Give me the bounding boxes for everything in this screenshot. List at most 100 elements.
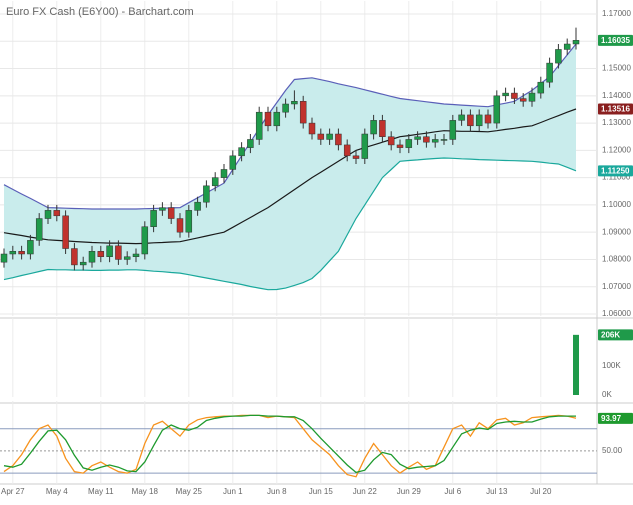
value-badge [598,329,633,341]
candle-body [27,240,34,255]
candle-body [387,136,395,146]
candle-body [475,114,483,127]
candle-body [361,133,369,159]
candle-body [79,261,87,266]
x-tick-label: Jun 8 [267,487,287,496]
candle-body [431,139,439,143]
value-badge-label: 1.11250 [601,166,630,175]
x-tick-label: Apr 27 [1,487,25,496]
candle-body [396,144,404,148]
x-tick-label: Jul 13 [486,487,508,496]
candle-body [18,251,25,255]
value-badge [598,165,633,177]
x-tick-label: May 18 [132,487,159,496]
band-upper [3,43,577,210]
candle-body [176,218,184,233]
candle-body [88,251,96,263]
value-badge-label: 1.16035 [601,36,630,45]
candle-body [546,62,553,83]
y-tick-label: 1.15000 [602,64,631,73]
candle-body [458,114,465,121]
candle-body [519,98,527,102]
y-tick-label: 1.06000 [602,309,631,318]
candle-body [317,133,325,140]
candle-body [132,253,140,257]
band-lower [3,157,577,291]
candle-body [449,120,457,140]
candle-body [229,155,237,170]
candle-body [423,136,430,143]
candle-body [493,95,501,124]
value-badge [598,103,633,115]
candle-body [238,147,245,157]
chart-title: Euro FX Cash (E6Y00) - Barchart.com [6,6,194,18]
y-tick-label: 1.17000 [602,9,631,18]
candle-body [247,139,254,148]
candle-body [71,248,78,266]
candle-body [440,139,448,141]
x-tick-label: Jul 6 [444,487,461,496]
candle-body [264,111,272,127]
candle-body [9,251,17,255]
y-tick-label: 1.10000 [602,200,631,209]
candle-body [255,111,263,140]
candle-body [291,101,298,105]
candle-body [115,245,122,260]
x-tick-label: Jun 29 [397,487,422,496]
candle-body [563,43,571,50]
y-tick-label: 100K [602,361,621,370]
candle-body [97,251,105,257]
y-tick-label: 1.11000 [602,173,631,182]
candle-body [141,226,149,255]
candle-body [484,114,492,124]
candle-body [537,81,545,94]
candle-body [0,253,8,263]
candle-body [467,114,474,127]
y-tick-label: 1.13000 [602,118,631,127]
candle-body [123,256,131,260]
candle-body [405,139,413,148]
candle-body [273,111,281,127]
candle-body [414,136,421,140]
y-tick-label: 1.08000 [602,255,631,264]
candle-body [335,133,342,146]
candle-body [44,210,52,219]
value-badge-label: 206K [601,330,620,339]
candle-body [106,245,113,257]
candle-body [343,144,351,157]
value-badge-label: 93.97 [601,414,622,423]
x-tick-label: Jun 22 [353,487,378,496]
candle-body [502,92,509,97]
candle-body [282,103,289,113]
candle-body [150,210,157,227]
candle-body [572,40,580,45]
value-badge [598,34,633,46]
candle-body [511,92,518,99]
x-tick-label: May 11 [88,487,114,496]
y-tick-label: 1.09000 [602,227,631,236]
x-tick-label: Jun 15 [309,487,334,496]
volume-bar [573,334,579,395]
candle-body [35,218,43,241]
candle-body [194,201,201,211]
candle-body [352,155,360,159]
candle-body [203,185,210,203]
candle-body [299,101,307,124]
value-badge [598,412,633,424]
x-tick-label: May 25 [176,487,203,496]
candle-body [555,49,562,64]
y-tick-label: 50.00 [602,446,623,455]
stochastic-line [3,414,576,474]
y-tick-label: 0K [602,390,612,399]
band-middle [3,108,577,245]
y-tick-label: 1.14000 [602,91,631,100]
x-tick-label: Jul 20 [530,487,552,496]
candle-body [326,133,333,140]
candle-body [220,169,228,178]
candle-body [308,122,316,135]
candle-body [159,207,166,211]
candle-body [185,210,193,233]
x-tick-label: Jun 1 [223,487,243,496]
value-badge-label: 1.13516 [601,105,630,114]
